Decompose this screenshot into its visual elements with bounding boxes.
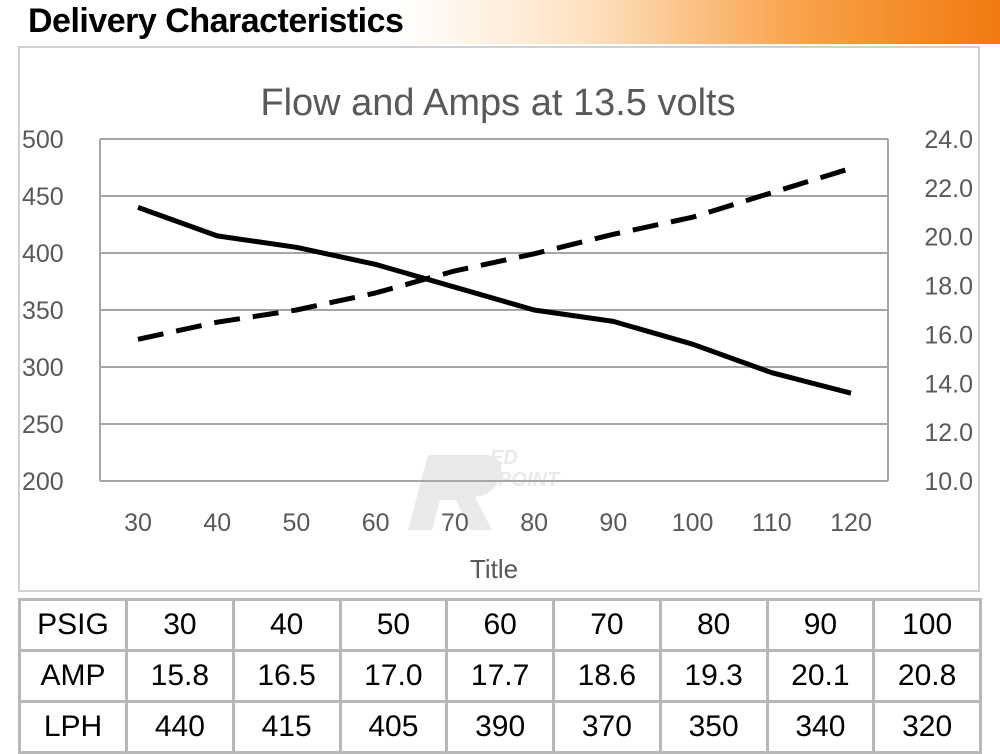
x-axis-label: Title	[470, 554, 518, 584]
table-cell: 70	[552, 598, 662, 652]
table-cell: 320	[872, 700, 982, 754]
y-tick-label: 450	[22, 183, 64, 211]
y2-tick-label: 20.0	[924, 224, 973, 252]
x-tick-label: 110	[752, 509, 792, 537]
y-tick-label: 400	[22, 240, 64, 268]
x-tick-label: 90	[599, 509, 627, 537]
table-cell: 15.8	[125, 649, 235, 703]
y2-tick-label: 18.0	[924, 273, 973, 301]
page-title: Delivery Characteristics	[28, 2, 404, 40]
table-cell: 90	[765, 598, 876, 652]
y-tick-label: 300	[22, 354, 64, 382]
table-cell: 340	[765, 700, 876, 754]
x-tick-label: 70	[441, 509, 469, 537]
y2-tick-label: 22.0	[924, 175, 973, 203]
table-cell: 100	[872, 598, 982, 652]
row-header: PSIG	[18, 598, 128, 652]
table-row: PSIG 30 40 50 60 70 80 90 100	[18, 598, 982, 652]
y2-tick-label: 16.0	[924, 321, 973, 349]
y-tick-label: 200	[22, 468, 64, 496]
table-cell: 390	[445, 700, 555, 754]
row-header: AMP	[18, 649, 128, 703]
table-cell: 60	[445, 598, 555, 652]
y2-tick-label: 14.0	[924, 370, 973, 398]
table-cell: 405	[338, 700, 449, 754]
table-cell: 17.0	[338, 649, 449, 703]
table-cell: 50	[338, 598, 449, 652]
table-cell: 370	[552, 700, 662, 754]
series-line-flow	[137, 205, 852, 396]
y2-tick-label: 24.0	[924, 126, 973, 154]
series-line-amps	[137, 165, 852, 342]
x-tick-label: 100	[672, 509, 714, 537]
x-tick-label: 30	[124, 509, 152, 537]
table-cell: 20.8	[872, 649, 982, 703]
table-cell: 20.1	[765, 649, 876, 703]
x-tick-label: 50	[283, 509, 311, 537]
x-tick-label: 80	[520, 509, 548, 537]
table-row: AMP 15.8 16.5 17.0 17.7 18.6 19.3 20.1 20.8	[18, 649, 982, 703]
table-cell: 17.7	[445, 649, 555, 703]
header-bar: Delivery Characteristics	[0, 0, 1000, 44]
data-table: PSIG 30 40 50 60 70 80 90 100 AMP 15.8 16.5 17.0 17.7…	[18, 598, 982, 754]
table-row: LPH 440 415 405 390 370 350 340 320	[18, 700, 982, 754]
table-cell: 350	[658, 700, 769, 754]
y2-tick-label: 12.0	[924, 419, 973, 447]
chart-frame	[18, 46, 980, 592]
y-tick-label: 500	[22, 126, 64, 154]
table-cell: 40	[231, 598, 342, 652]
x-tick-label: 40	[203, 509, 231, 537]
y-tick-label: 350	[22, 297, 64, 325]
y2-tick-label: 10.0	[924, 468, 973, 496]
svg-text:ED: ED	[490, 447, 518, 469]
table-cell: 18.6	[552, 649, 662, 703]
x-tick-label: 120	[830, 509, 872, 537]
table-cell: 30	[125, 598, 235, 652]
y-tick-label: 250	[22, 411, 64, 439]
table-cell: 16.5	[231, 649, 342, 703]
table-cell: 80	[658, 598, 769, 652]
row-header: LPH	[18, 700, 128, 754]
chart-title: Flow and Amps at 13.5 volts	[260, 82, 735, 124]
table-cell: 440	[125, 700, 235, 754]
table-cell: 19.3	[658, 649, 769, 703]
table-cell: 415	[231, 700, 342, 754]
x-tick-label: 60	[362, 509, 390, 537]
